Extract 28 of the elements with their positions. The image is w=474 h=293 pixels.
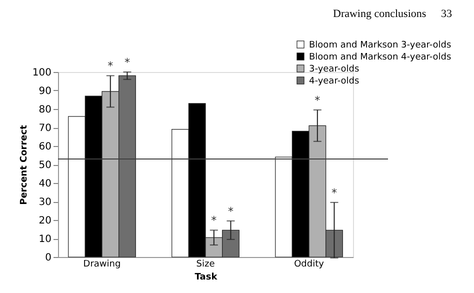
y-tick-label: 70 bbox=[38, 123, 52, 134]
x-tick-label: Drawing bbox=[83, 260, 121, 270]
x-axis-title: Task bbox=[194, 272, 218, 282]
y-tick-label: 30 bbox=[38, 197, 52, 208]
y-tick-label: 10 bbox=[38, 234, 52, 245]
data-label: * bbox=[331, 186, 338, 200]
data-label: * bbox=[228, 204, 234, 218]
legend-label: 4-year-olds bbox=[309, 76, 360, 86]
data-label: * bbox=[314, 94, 321, 107]
y-tick-label: 90 bbox=[38, 86, 52, 97]
legend-label: 3-year-olds bbox=[309, 64, 360, 74]
data-label: * bbox=[124, 56, 130, 69]
text: Drawing conclusions bbox=[333, 8, 426, 20]
y-tick-label: 80 bbox=[38, 104, 52, 116]
y-tick-label: 20 bbox=[38, 216, 52, 226]
y-tick-label: 40 bbox=[38, 178, 52, 190]
y-tick-label: 50 bbox=[38, 160, 52, 171]
text: 33 bbox=[441, 8, 452, 20]
legend-label: Bloom and Markson 4-year-olds bbox=[309, 52, 452, 62]
legend-label: Bloom and Markson 3-year-olds bbox=[309, 40, 452, 50]
y-tick-label: 0 bbox=[45, 252, 52, 264]
x-tick-label: Oddity bbox=[294, 260, 325, 270]
data-label: * bbox=[108, 60, 114, 73]
data-label: * bbox=[211, 214, 218, 228]
y-axis-title: Percent Correct bbox=[19, 124, 30, 205]
y-tick-label: 100 bbox=[32, 68, 52, 78]
y-tick-label: 60 bbox=[38, 142, 52, 152]
x-tick-label: Size bbox=[196, 260, 216, 270]
